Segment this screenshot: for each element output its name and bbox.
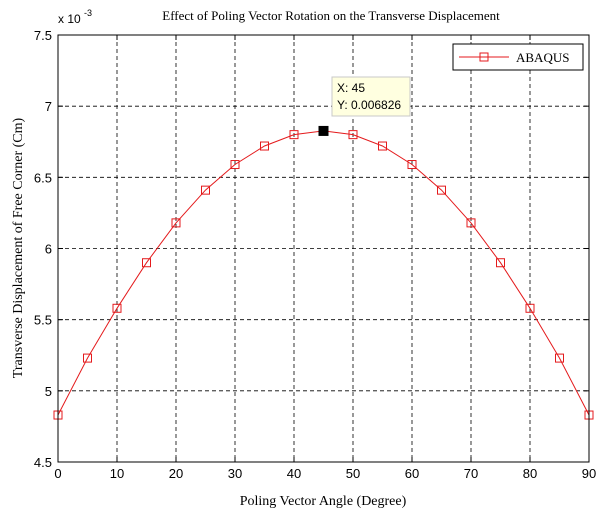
x-tick-label: 0 bbox=[54, 466, 61, 481]
data-point-marker bbox=[466, 218, 476, 228]
data-point-marker bbox=[171, 218, 181, 228]
data-point-marker bbox=[348, 130, 358, 140]
data-point-marker bbox=[142, 258, 151, 268]
y-tick-label: 5.5 bbox=[34, 313, 52, 328]
data-point-marker bbox=[407, 160, 417, 170]
x-tick-label: 90 bbox=[582, 466, 596, 481]
data-point-marker bbox=[230, 160, 240, 170]
data-point-marker bbox=[260, 141, 269, 151]
y-axis-label: Transverse Displacement of Free Corner (… bbox=[11, 117, 26, 378]
y-tick-label: 6.5 bbox=[34, 170, 52, 185]
datatip-x-text: X: 45 bbox=[337, 81, 365, 95]
grid bbox=[58, 35, 589, 462]
datatip-y-text: Y: 0.006826 bbox=[337, 98, 401, 112]
data-point-marker bbox=[496, 258, 505, 268]
y-tick-label: 6 bbox=[45, 242, 52, 257]
datatip: X: 45 Y: 0.006826 bbox=[318, 76, 411, 136]
x-tick-label: 50 bbox=[346, 466, 360, 481]
x-tick-label: 70 bbox=[464, 466, 478, 481]
x-tick-label: 10 bbox=[110, 466, 124, 481]
data-point-marker bbox=[83, 353, 92, 363]
data-point-marker bbox=[555, 353, 564, 363]
y-tick-label: 7 bbox=[45, 99, 52, 114]
x-tick-label: 40 bbox=[287, 466, 301, 481]
y-exponent-power: -3 bbox=[84, 8, 92, 18]
ticks: 0 10 20 30 40 50 60 70 80 90 4.5 5 5.5 6 6.5 7 7.5 bbox=[34, 28, 596, 481]
x-tick-label: 20 bbox=[169, 466, 183, 481]
y-tick-label: 7.5 bbox=[34, 28, 52, 43]
data-point-marker bbox=[289, 130, 299, 140]
chart-title: Effect of Poling Vector Rotation on the … bbox=[162, 8, 500, 23]
datatip-box bbox=[331, 76, 411, 117]
x-tick-label: 30 bbox=[228, 466, 242, 481]
data-point-marker bbox=[378, 141, 387, 151]
x-tick-label: 60 bbox=[405, 466, 419, 481]
y-tick-label: 4.5 bbox=[34, 455, 52, 470]
legend-label-abaqus: ABAQUS bbox=[516, 50, 569, 65]
x-axis-label: Poling Vector Angle (Degree) bbox=[240, 494, 407, 509]
legend: ABAQUS bbox=[452, 43, 584, 71]
data-point-marker bbox=[201, 185, 210, 195]
y-exponent-base: x 10 bbox=[58, 12, 81, 26]
data-point-marker bbox=[525, 303, 535, 313]
data-point-marker bbox=[437, 185, 446, 195]
x-tick-label: 80 bbox=[523, 466, 537, 481]
data-point-marker bbox=[112, 303, 122, 313]
legend-marker-sample bbox=[479, 52, 489, 62]
datatip-marker bbox=[318, 125, 329, 136]
y-tick-label: 5 bbox=[45, 384, 52, 399]
